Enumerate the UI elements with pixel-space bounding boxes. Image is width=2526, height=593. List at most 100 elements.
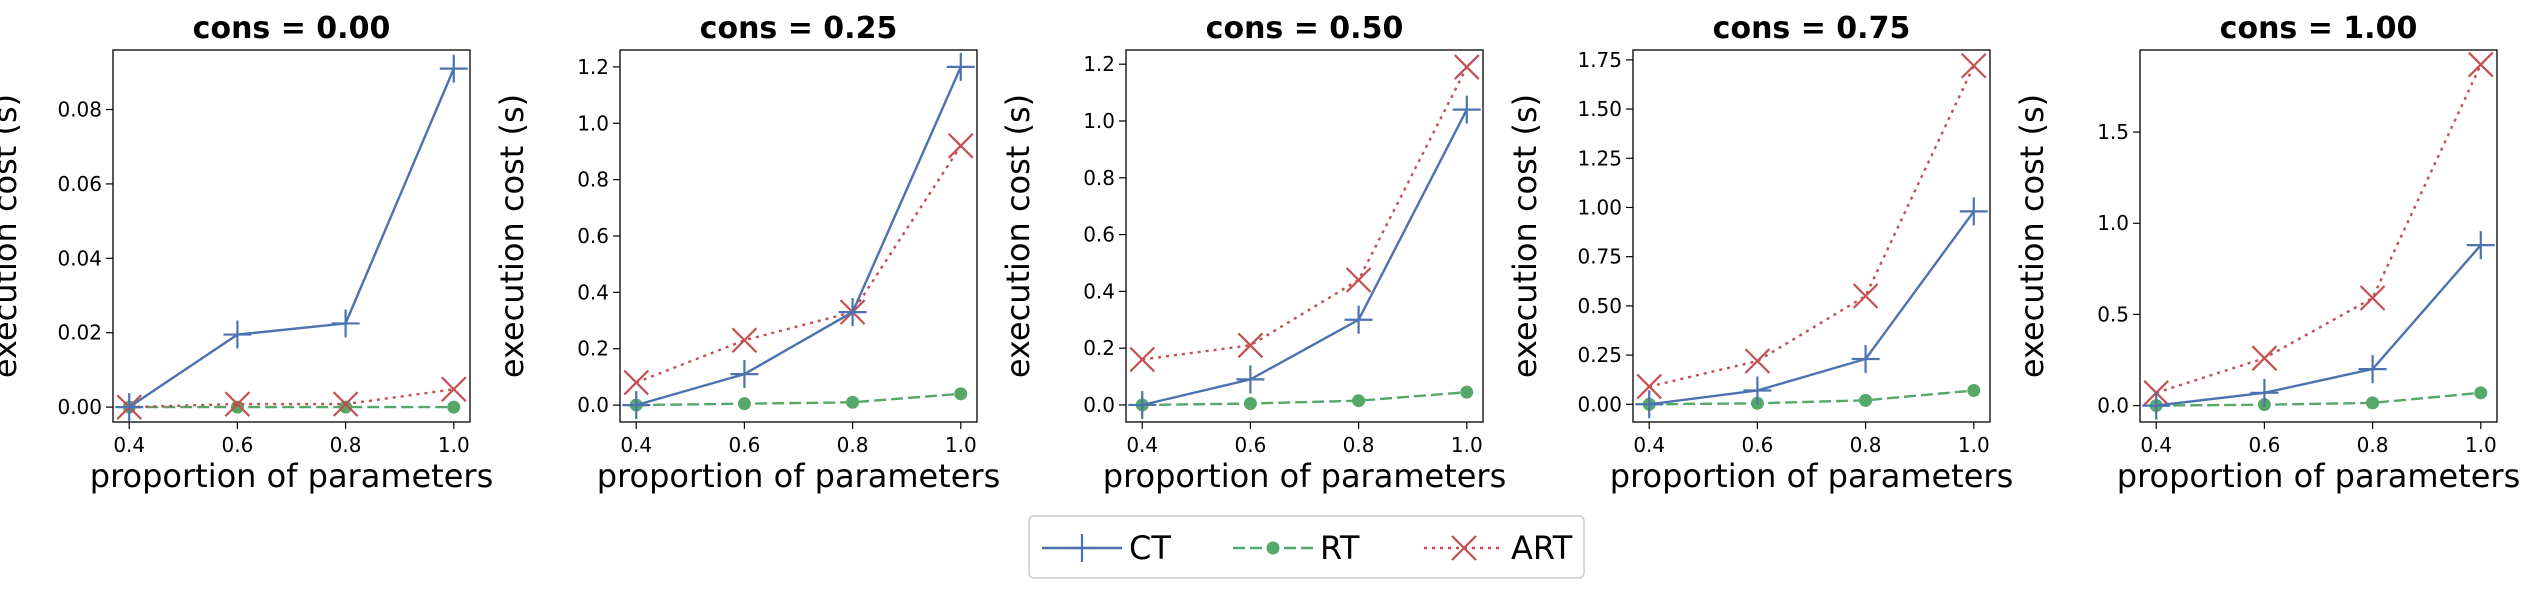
y-tick-label: 0.75: [1577, 245, 1622, 269]
legend-entry-rt: RT: [1233, 529, 1360, 567]
x-tick-label: 1.0: [1451, 433, 1483, 457]
y-tick-label: 0.25: [1577, 343, 1622, 367]
data-point-ct: [1851, 345, 1880, 374]
series-line-rt: [1649, 389, 1974, 406]
data-point-art: [1453, 54, 1480, 80]
data-point-ct: [1452, 95, 1481, 124]
data-point-ct: [838, 298, 867, 327]
x-tick-label: 0.6: [1235, 433, 1267, 457]
data-point-art: [2467, 51, 2494, 78]
y-tick-label: 0.4: [577, 280, 609, 304]
data-point-rt: [1352, 394, 1366, 408]
x-tick-label: 1.0: [945, 433, 977, 457]
panel-title: cons = 0.75: [1713, 11, 1911, 46]
series-line-art: [2155, 64, 2482, 394]
series-line-rt: [2156, 391, 2481, 407]
data-point-ct: [1236, 365, 1265, 394]
x-tick-label: 1.0: [1958, 433, 1990, 457]
series-line-art: [1142, 66, 1468, 361]
data-point-ct: [946, 52, 975, 81]
chart-panels: cons = 0.00 0.00 0.02 0.04 0.06 0.08 0.4 0.6 0.8…: [0, 11, 2520, 495]
axes-frame: [1125, 49, 1484, 423]
y-tick-label: 1.0: [1083, 109, 1115, 133]
data-point-ct: [331, 309, 360, 338]
panel-5: cons = 1.000.00.51.01.50.4 0.6 0.8 1.0propo…: [2013, 11, 2520, 495]
legend-entry-ct: CT: [1042, 529, 1171, 567]
x-tick-label: 0.6: [729, 433, 761, 457]
y-tick-label: 1.75: [1577, 48, 1622, 72]
series-line-ct: [635, 66, 962, 407]
series-line-art: [129, 388, 454, 409]
y-tick-label: 1.00: [1577, 195, 1622, 219]
y-axis-label: execution cost (s): [493, 94, 531, 378]
data-point-art: [1237, 332, 1264, 359]
legend-label: ART: [1511, 529, 1573, 567]
x-tick-label: 0.8: [1850, 433, 1882, 457]
series-line-art: [1648, 65, 1975, 388]
series-line-rt: [1142, 391, 1467, 407]
data-point-art: [332, 391, 359, 417]
data-point-ct: [2358, 355, 2387, 384]
x-tick-label: 0.6: [222, 433, 254, 457]
x-tick-label: 0.8: [837, 433, 869, 457]
panel-4: cons = 0.75 0.00 0.25 0.50 0.75 1.00 1.25 1.50 1…: [1506, 11, 2013, 495]
legend-marker: [1068, 534, 1096, 562]
data-point-rt: [2366, 396, 2380, 410]
y-tick-label: 0.8: [1083, 166, 1115, 190]
series-line-ct: [2156, 244, 2482, 407]
axes-frame: [112, 49, 471, 423]
data-point-ct: [1635, 390, 1664, 419]
data-point-art: [1744, 348, 1771, 374]
y-tick-label: 0.6: [577, 224, 609, 248]
data-point-rt: [2474, 386, 2488, 400]
panel-title: cons = 1.00: [2220, 11, 2418, 46]
data-point-ct: [2250, 378, 2279, 407]
y-tick-label: 0.04: [57, 246, 102, 270]
data-point-art: [623, 369, 650, 396]
y-tick-label: 0.2: [1083, 336, 1115, 360]
panel-title: cons = 0.50: [1206, 11, 1404, 46]
y-tick-label: 0.00: [1577, 392, 1622, 416]
x-tick-label: 0.8: [1343, 433, 1375, 457]
data-point-art: [1129, 346, 1156, 373]
data-point-ct: [1743, 376, 1772, 405]
data-point-art: [2359, 285, 2386, 311]
y-tick-label: 1.50: [1577, 97, 1622, 121]
x-tick-label: 0.4: [2140, 433, 2172, 457]
legend: CT RT ART: [1028, 515, 1585, 579]
data-point-ct: [2142, 391, 2171, 420]
data-point-rt: [1460, 385, 1474, 399]
axes-frame: [2139, 49, 2498, 423]
data-point-ct: [439, 54, 468, 83]
data-point-rt: [1859, 393, 1873, 407]
x-tick-label: 0.4: [113, 433, 145, 457]
y-tick-label: 0.0: [577, 393, 609, 417]
y-tick-label: 1.5: [2097, 120, 2129, 144]
x-axis-label: proportion of parameters: [2117, 457, 2520, 495]
x-tick-label: 1.0: [2465, 433, 2497, 457]
series-line-rt: [636, 392, 961, 407]
legend-entry-art: ART: [1424, 529, 1573, 567]
y-tick-label: 0.0: [2097, 394, 2129, 418]
y-tick-label: 0.06: [57, 172, 102, 196]
series-line-ct: [128, 68, 455, 409]
series-line-art: [635, 145, 962, 384]
data-point-art: [947, 133, 974, 159]
data-point-rt: [846, 395, 860, 409]
x-tick-label: 0.4: [620, 433, 652, 457]
data-point-art: [2251, 345, 2278, 371]
axes-frame: [1632, 49, 1991, 423]
x-tick-label: 1.0: [438, 433, 470, 457]
legend-label: CT: [1129, 529, 1171, 567]
data-point-ct: [622, 391, 651, 420]
y-tick-label: 0.50: [1577, 294, 1622, 318]
x-axis-label: proportion of parameters: [1610, 457, 2013, 495]
data-point-art: [1960, 52, 1987, 79]
data-point-rt: [447, 400, 461, 414]
x-tick-label: 0.4: [1126, 433, 1158, 457]
y-tick-label: 0.6: [1083, 223, 1115, 247]
data-point-rt: [954, 387, 968, 401]
axes-frame: [619, 49, 978, 423]
y-tick-label: 0.02: [57, 321, 102, 345]
